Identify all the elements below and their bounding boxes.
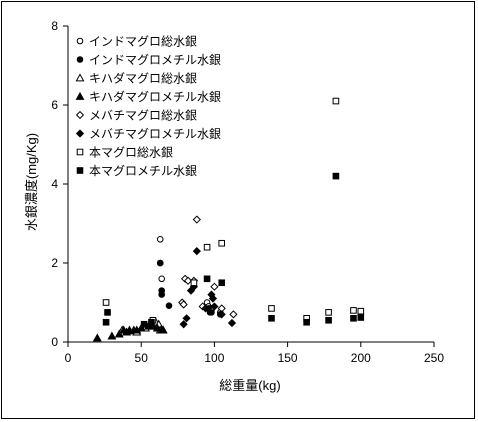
series-5 <box>179 247 237 329</box>
data-point <box>182 314 191 323</box>
data-point <box>156 259 164 267</box>
y-tick-label: 4 <box>51 177 58 191</box>
data-point <box>218 279 226 287</box>
data-point <box>179 320 188 329</box>
legend-marker <box>75 73 85 82</box>
data-point <box>192 215 201 224</box>
data-point <box>114 329 124 338</box>
legend-entry: インドマグロ総水銀 <box>89 35 197 49</box>
data-point <box>203 243 211 251</box>
data-point <box>102 299 110 306</box>
legend-entry: キハダマグロ総水銀 <box>89 71 197 86</box>
data-point <box>210 282 219 291</box>
data-point <box>179 300 188 309</box>
legend-marker <box>76 37 84 45</box>
legend-marker <box>76 167 84 174</box>
x-tick-label: 100 <box>204 351 224 365</box>
data-point <box>332 172 340 180</box>
legend-entry: メバチマグロ総水銀 <box>89 109 197 123</box>
data-point <box>303 318 310 326</box>
data-point <box>227 318 237 328</box>
data-point <box>190 279 198 287</box>
series-7 <box>102 172 365 328</box>
data-point <box>218 239 226 247</box>
data-point <box>148 318 155 326</box>
y-axis-title: 水銀濃度(mg/Kg) <box>24 133 39 231</box>
legend-marker <box>75 91 85 100</box>
data-point <box>217 310 226 319</box>
legend-marker <box>75 129 85 138</box>
data-point <box>357 307 365 315</box>
series-1 <box>156 259 224 318</box>
y-tick-label: 2 <box>51 256 58 270</box>
data-point <box>158 325 168 334</box>
data-point <box>208 294 218 303</box>
x-axis-title: 総重量(kg) <box>219 378 280 393</box>
legend-marker <box>75 110 85 120</box>
data-point <box>201 304 210 313</box>
data-point <box>104 309 111 316</box>
series-4 <box>178 215 238 319</box>
data-point <box>158 275 165 283</box>
y-tick-label: 0 <box>51 335 58 349</box>
data-point <box>165 302 173 309</box>
data-points <box>92 97 365 342</box>
legend-entry: インドマグロメチル水銀 <box>89 53 221 67</box>
data-point <box>325 316 332 324</box>
data-point <box>156 236 164 243</box>
x-tick-label: 200 <box>351 351 371 365</box>
data-point <box>148 321 158 330</box>
legend-entry: 本マグロメチル水銀 <box>89 164 197 178</box>
data-point <box>325 309 332 316</box>
legend-entry: キハダマグロメチル水銀 <box>89 89 221 104</box>
legend-marker <box>76 56 84 63</box>
data-point <box>152 323 162 332</box>
data-point <box>183 276 193 285</box>
data-point <box>136 323 146 332</box>
data-point <box>268 315 275 322</box>
x-tick-labels: 0 50 100 150 200 250 <box>65 342 444 365</box>
y-tick-label: 8 <box>51 19 58 33</box>
data-point <box>158 291 165 298</box>
data-point <box>192 247 201 256</box>
x-tick-label: 250 <box>424 351 444 365</box>
data-point <box>350 307 357 314</box>
data-point <box>210 302 219 311</box>
legend-entry: メバチマグロメチル水銀 <box>89 127 221 141</box>
data-point <box>107 331 117 340</box>
data-point <box>332 97 340 105</box>
data-point <box>229 310 238 319</box>
y-tick-label: 6 <box>51 98 58 112</box>
legend-marker <box>76 148 84 156</box>
data-point <box>140 320 148 328</box>
y-tick-labels: 0 2 4 6 8 <box>51 19 68 349</box>
data-point <box>350 315 357 322</box>
x-tick-label: 150 <box>278 351 298 365</box>
legend: インドマグロ総水銀インドマグロメチル水銀キハダマグロ総水銀キハダマグロメチル水銀… <box>75 35 221 178</box>
data-point <box>203 275 211 283</box>
x-tick-label: 0 <box>65 351 72 365</box>
legend-entry: 本マグロ総水銀 <box>89 146 173 160</box>
x-tick-label: 50 <box>135 351 149 365</box>
data-point <box>208 309 215 316</box>
data-point <box>357 314 365 321</box>
data-point <box>268 305 275 312</box>
data-point <box>92 333 102 342</box>
data-point <box>102 318 110 326</box>
